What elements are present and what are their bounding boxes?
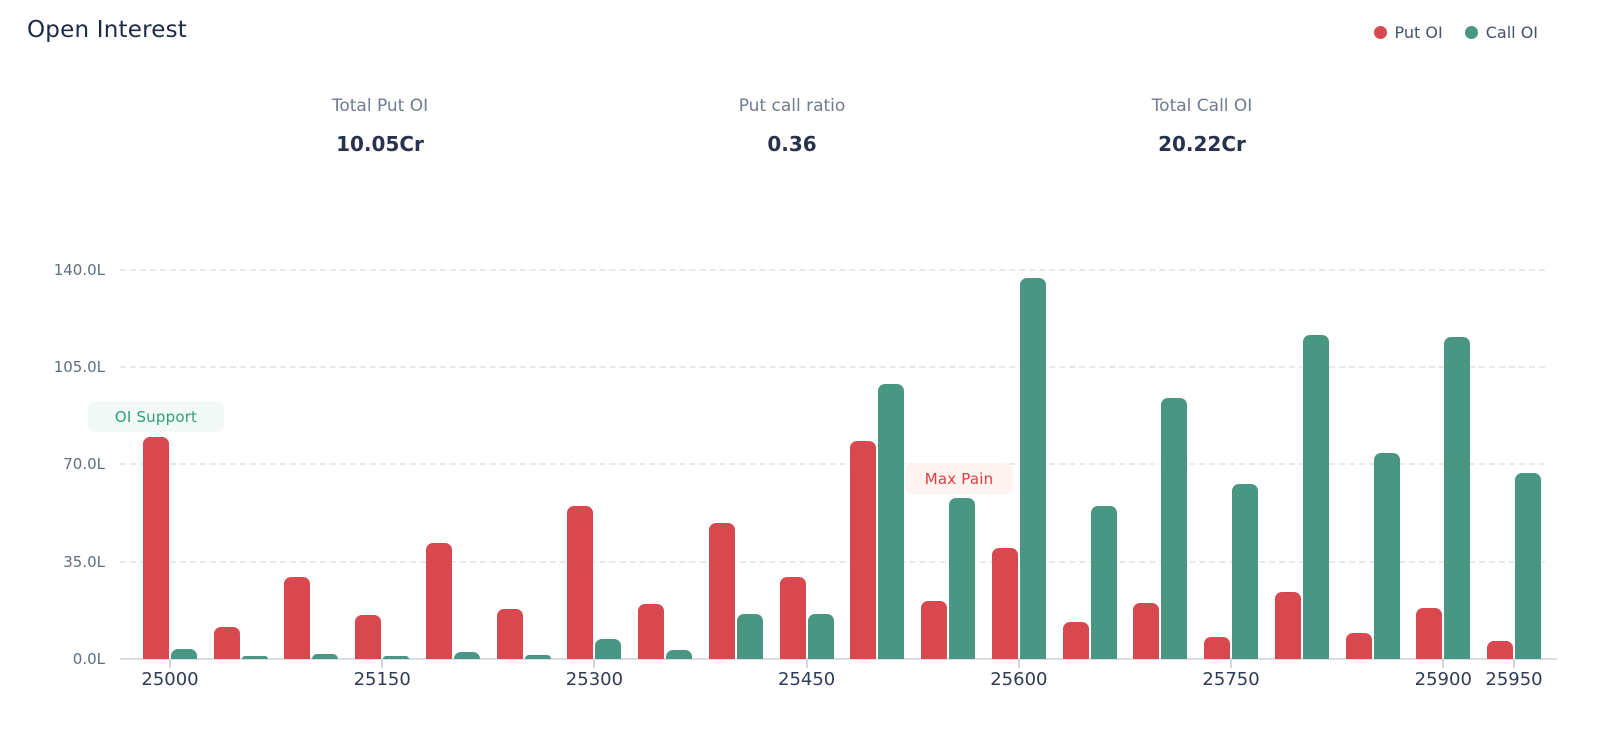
stat-value: 10.05Cr (336, 132, 424, 156)
call-oi-bar-25350[interactable] (666, 650, 693, 659)
max-pain-badge: Max Pain (905, 463, 1013, 494)
put-oi-bar-25900[interactable] (1416, 608, 1443, 659)
legend-item-put-oi[interactable]: Put OI (1373, 23, 1443, 42)
call-oi-bar-25900[interactable] (1444, 336, 1471, 659)
stat-label: Put call ratio (738, 96, 846, 116)
x-axis-tick (381, 659, 384, 668)
stat-value: 0.36 (767, 132, 817, 156)
call-oi-bar-25400[interactable] (736, 613, 763, 659)
call-oi-bar-25150[interactable] (383, 655, 410, 659)
gridline (120, 268, 1545, 271)
put-oi-bar-25000[interactable] (143, 436, 169, 659)
y-axis-tick-label: 140.0L (53, 260, 105, 279)
call-oi-bar-25000[interactable] (171, 648, 197, 659)
chart-legend: Put OI Call OI (1373, 23, 1538, 42)
x-axis-label-25000: 25000 (141, 669, 199, 690)
x-axis-label-25750: 25750 (1202, 669, 1260, 690)
x-axis-tick (1442, 659, 1445, 668)
call-oi-bar-25650[interactable] (1090, 506, 1117, 659)
x-axis-label-25950: 25950 (1485, 669, 1543, 690)
x-axis-tick (1513, 659, 1515, 668)
put-oi-bar-25450[interactable] (779, 576, 806, 659)
y-axis-tick-label: 0.0L (72, 650, 105, 668)
legend-label: Put OI (1394, 23, 1443, 42)
legend-item-call-oi[interactable]: Call OI (1464, 23, 1538, 42)
call-oi-bar-25100[interactable] (312, 654, 339, 659)
legend-label: Call OI (1485, 23, 1538, 42)
call-oi-bar-25800[interactable] (1302, 335, 1329, 659)
y-axis-tick-label: 70.0L (63, 455, 105, 474)
put-oi-bar-25300[interactable] (567, 506, 594, 659)
x-axis-tick (1017, 659, 1020, 668)
call-oi-dot-icon (1464, 26, 1478, 39)
put-oi-bar-25250[interactable] (496, 608, 523, 659)
x-axis-label-25600: 25600 (990, 669, 1048, 690)
x-axis-tick (593, 659, 596, 668)
y-axis-tick-label: 105.0L (53, 358, 105, 377)
put-oi-bar-25600[interactable] (991, 547, 1018, 659)
put-oi-bar-25200[interactable] (425, 543, 452, 659)
call-oi-bar-25550[interactable] (949, 497, 976, 659)
call-oi-bar-25050[interactable] (241, 656, 268, 659)
call-oi-bar-25200[interactable] (453, 651, 480, 659)
call-oi-bar-25450[interactable] (807, 613, 834, 659)
put-oi-bar-25150[interactable] (355, 615, 382, 659)
put-oi-bar-25400[interactable] (708, 523, 735, 659)
put-oi-bar-25550[interactable] (921, 600, 948, 659)
call-oi-bar-25950[interactable] (1515, 472, 1541, 659)
x-axis-line (120, 658, 1557, 660)
call-oi-bar-25750[interactable] (1232, 483, 1259, 659)
put-oi-bar-25050[interactable] (213, 627, 240, 659)
stat-put-call-ratio: Put call ratio 0.36 (739, 96, 846, 156)
call-oi-bar-25600[interactable] (1019, 278, 1046, 659)
oi-support-badge: OI Support (88, 401, 224, 432)
call-oi-bar-25700[interactable] (1161, 397, 1188, 659)
call-oi-bar-25300[interactable] (595, 638, 622, 659)
call-oi-bar-25850[interactable] (1373, 453, 1400, 659)
x-axis-label-25300: 25300 (565, 669, 624, 690)
stat-label: Total Put OI (331, 96, 429, 116)
gridline (120, 366, 1545, 369)
stat-label: Total Call OI (1151, 96, 1253, 116)
gridline (120, 463, 1545, 466)
page-title: Open Interest (27, 17, 187, 43)
put-oi-bar-25750[interactable] (1204, 636, 1231, 659)
put-oi-bar-25500[interactable] (850, 440, 877, 659)
put-oi-bar-25100[interactable] (284, 576, 311, 659)
x-axis-label-25900: 25900 (1414, 669, 1472, 690)
put-oi-bar-25350[interactable] (638, 603, 665, 659)
put-oi-bar-25650[interactable] (1062, 622, 1089, 659)
y-axis-tick-label: 35.0L (63, 552, 105, 571)
stat-total-call-oi: Total Call OI 20.22Cr (1152, 96, 1253, 156)
stat-value: 20.22Cr (1158, 132, 1246, 156)
stat-total-put-oi: Total Put OI 10.05Cr (332, 96, 428, 156)
x-axis-tick (169, 659, 171, 668)
x-axis-tick (805, 659, 808, 668)
put-oi-dot-icon (1373, 26, 1387, 39)
put-oi-bar-25800[interactable] (1274, 592, 1301, 659)
call-oi-bar-25500[interactable] (878, 383, 905, 659)
put-oi-bar-25950[interactable] (1487, 640, 1513, 659)
x-axis-tick (1230, 659, 1233, 668)
x-axis-label-25150: 25150 (353, 669, 411, 690)
put-oi-bar-25700[interactable] (1133, 603, 1160, 659)
call-oi-bar-25250[interactable] (524, 655, 551, 659)
x-axis-label-25450: 25450 (777, 669, 836, 690)
put-oi-bar-25850[interactable] (1345, 632, 1372, 659)
gridline (120, 560, 1545, 563)
